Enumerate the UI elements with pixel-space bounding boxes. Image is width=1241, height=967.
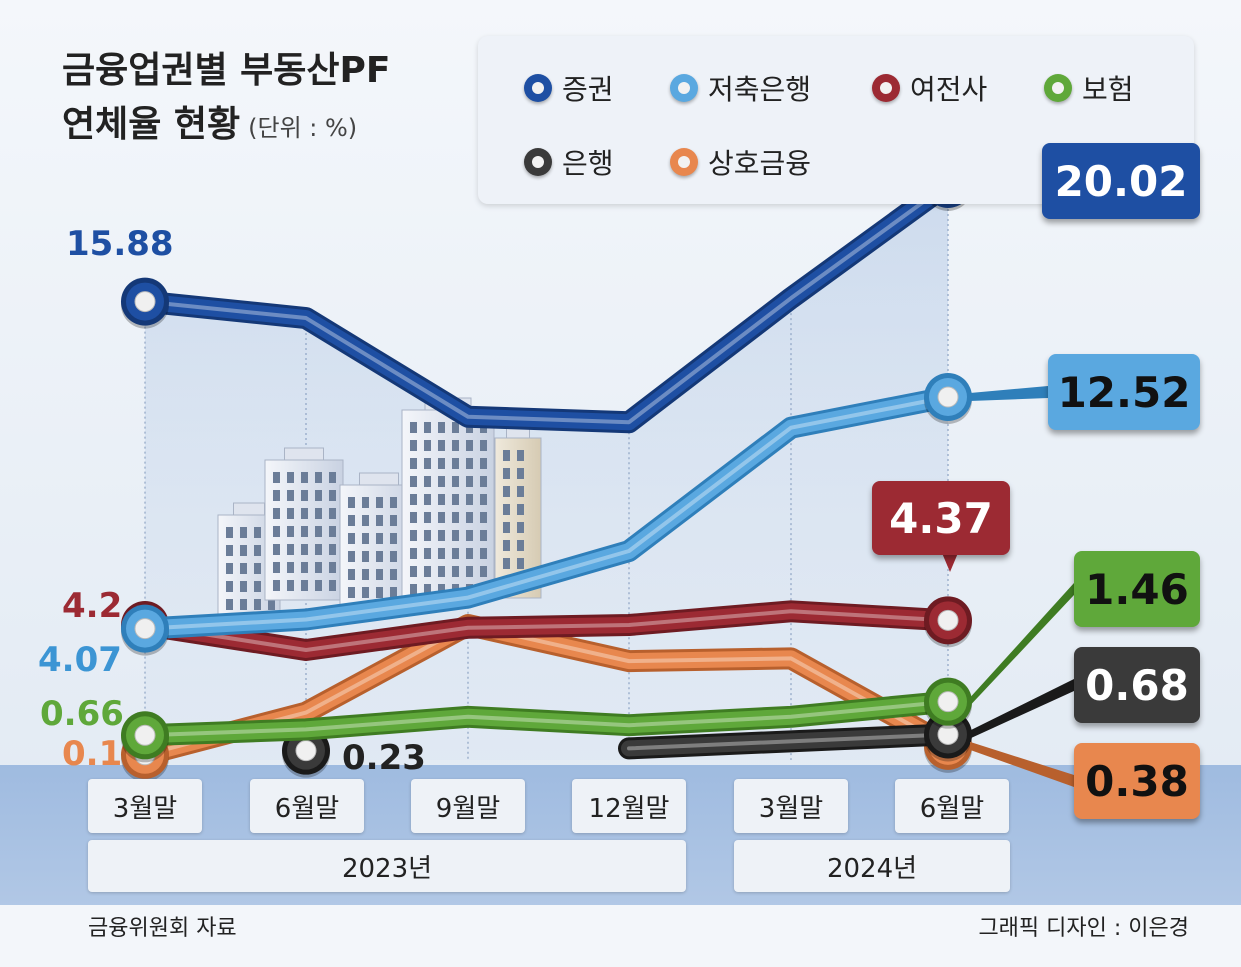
data-label-bank-first: 0.23 bbox=[342, 738, 426, 778]
data-point-core bbox=[937, 691, 959, 713]
data-label-savings-last: 12.52 bbox=[1048, 354, 1200, 430]
data-point-core bbox=[134, 618, 156, 640]
data-label-card-first: 4.2 bbox=[62, 586, 123, 626]
data-label-card-last: 4.37 bbox=[872, 481, 1010, 555]
legend-marker-icon bbox=[524, 74, 552, 102]
data-point-core bbox=[134, 291, 156, 313]
legend-item-bank: 은행 bbox=[524, 142, 614, 182]
legend-item-securities: 증권 bbox=[524, 68, 614, 108]
legend-label: 저축은행 bbox=[708, 73, 812, 106]
series-line-highlight bbox=[143, 609, 950, 652]
legend-label: 보험 bbox=[1082, 73, 1134, 106]
x-tick-label: 12월말 bbox=[572, 779, 686, 833]
series-line-highlight bbox=[143, 395, 950, 631]
legend-label: 증권 bbox=[562, 73, 614, 106]
legend-marker-icon bbox=[1044, 74, 1072, 102]
data-point-core bbox=[937, 386, 959, 408]
year-label-2023: 2023년 bbox=[88, 840, 686, 892]
data-label-securities-last: 20.02 bbox=[1042, 143, 1200, 219]
year-label-2024: 2024년 bbox=[734, 840, 1010, 892]
legend-marker-icon bbox=[670, 74, 698, 102]
legend-marker-icon bbox=[670, 148, 698, 176]
data-label-bank-last: 0.68 bbox=[1074, 647, 1200, 723]
data-label-mutual-first: 0.1 bbox=[62, 734, 123, 774]
legend-item-savings-bank: 저축은행 bbox=[670, 68, 811, 108]
buildings-illustration bbox=[217, 397, 542, 616]
chart-title: 금융업권별 부동산PF 연체율 현황 (단위 : %) bbox=[62, 44, 390, 155]
title-line1: 금융업권별 부동산PF bbox=[62, 50, 391, 91]
title-line2-text: 연체율 현황 bbox=[62, 104, 241, 145]
series-line-highlight bbox=[143, 182, 950, 425]
legend-marker-icon bbox=[524, 148, 552, 176]
credit-note: 그래픽 디자인 : 이은경 bbox=[978, 916, 1189, 941]
legend-item-card-capital: 여전사 bbox=[872, 68, 987, 108]
legend-item-insurance: 보험 bbox=[1044, 68, 1134, 108]
series-line bbox=[137, 603, 956, 658]
data-label-securities-first: 15.88 bbox=[66, 224, 174, 264]
x-tick-label: 3월말 bbox=[734, 779, 848, 833]
footer-band bbox=[0, 905, 1241, 967]
legend-marker-icon bbox=[872, 74, 900, 102]
x-tick-label: 9월말 bbox=[411, 779, 525, 833]
connector-bank bbox=[970, 679, 1074, 739]
series-line bbox=[621, 726, 956, 757]
building-mid bbox=[264, 447, 344, 601]
data-label-mutual-last: 0.38 bbox=[1074, 743, 1200, 819]
connector-mutual_finance bbox=[970, 741, 1074, 787]
connector-savings_bank bbox=[970, 386, 1048, 401]
legend-item-mutual-finance: 상호금융 bbox=[670, 142, 811, 182]
data-point-core bbox=[134, 724, 156, 746]
series-line-highlight bbox=[143, 699, 950, 738]
series-line bbox=[137, 389, 956, 637]
lines-layer bbox=[121, 160, 972, 782]
x-tick-label: 3월말 bbox=[88, 779, 202, 833]
legend-label: 상호금융 bbox=[708, 147, 812, 180]
legend-label: 은행 bbox=[562, 147, 614, 180]
series-insurance bbox=[121, 677, 972, 763]
data-label-savings-first: 4.07 bbox=[38, 640, 122, 680]
building-tall bbox=[401, 397, 495, 601]
series-line bbox=[137, 693, 956, 744]
data-label-insurance-first: 0.66 bbox=[40, 694, 124, 734]
series-line bbox=[137, 176, 956, 431]
x-tick-label: 6월말 bbox=[250, 779, 364, 833]
data-point-core bbox=[295, 740, 317, 762]
legend-label: 여전사 bbox=[910, 73, 988, 106]
data-label-insurance-last: 1.46 bbox=[1074, 551, 1200, 627]
connector-insurance bbox=[970, 583, 1074, 706]
unit-label: (단위 : %) bbox=[248, 114, 358, 142]
title-line2: 연체율 현황 (단위 : %) bbox=[62, 98, 390, 155]
connector-card_capital bbox=[942, 553, 958, 572]
series-savings_bank bbox=[121, 373, 972, 656]
series-line-highlight bbox=[627, 732, 950, 751]
series-card_capital bbox=[121, 596, 972, 661]
data-point-core bbox=[937, 609, 959, 631]
x-tick-label: 6월말 bbox=[895, 779, 1009, 833]
source-note: 금융위원회 자료 bbox=[88, 916, 237, 941]
